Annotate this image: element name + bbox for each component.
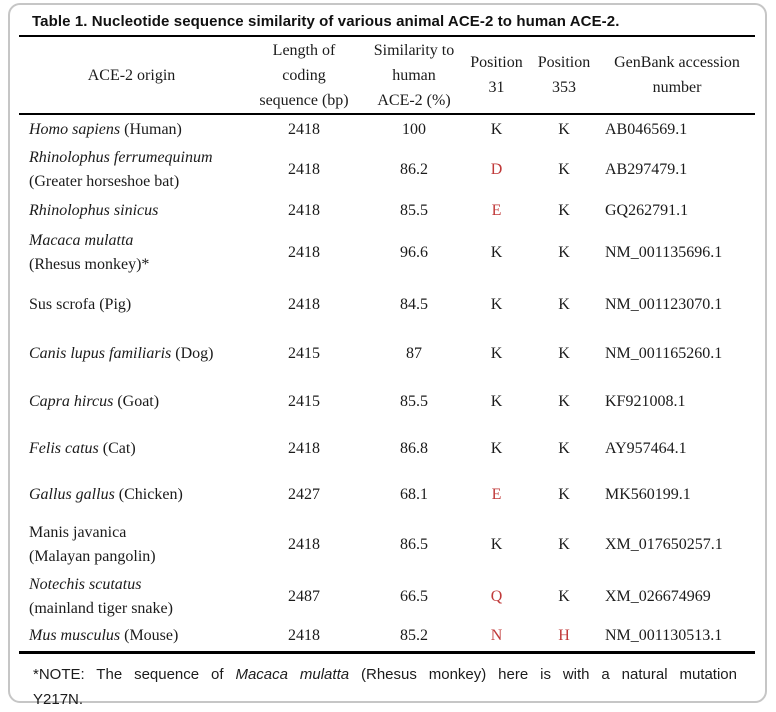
cell-similarity: 84.5: [400, 296, 428, 313]
cell-origin: Notechis scutatus (mainland tiger snake): [29, 576, 173, 617]
cell-accession: MK560199.1: [605, 486, 691, 503]
cell-similarity: 66.5: [400, 588, 428, 605]
cell-similarity: 85.5: [400, 201, 428, 219]
cell-origin: Homo sapiens (Human): [29, 120, 182, 138]
col-header-length: Length of coding sequence (bp): [259, 41, 349, 109]
cell-pos31: K: [490, 244, 503, 261]
cell-length: 2418: [288, 439, 320, 457]
cell-accession: AY957464.1: [605, 439, 687, 457]
cell-pos31: N: [490, 627, 503, 645]
cell-pos31: K: [490, 120, 503, 138]
footnote-line2: Y217N.: [33, 690, 84, 708]
cell-accession: NM_001135696.1: [605, 244, 723, 261]
cell-similarity: 85.2: [400, 627, 428, 645]
cell-length: 2418: [288, 120, 320, 138]
table-row: Rhinolophus sinicus 2418 85.5 E K GQ262791.1: [19, 196, 755, 225]
table-body: Homo sapiens (Human) 2418 100 K K AB046569.1 R…: [19, 114, 755, 652]
table-row: Macaca mulatta (Rhesus monkey)* 2418 96.6 K K…: [19, 225, 755, 281]
col-header-pos31: Position 31: [470, 54, 523, 96]
cell-similarity: 96.6: [400, 244, 428, 261]
cell-origin: Felis catus (Cat): [29, 439, 136, 457]
cell-accession: NM_001130513.1: [605, 627, 723, 645]
footnote: *NOTE: The sequence of Macaca mulatta (R…: [19, 654, 741, 712]
footnote-line1: *NOTE: The sequence of Macaca mulatta (R…: [33, 665, 737, 683]
table-row: Felis catus (Cat) 2418 86.8 K K AY957464.1: [19, 425, 755, 472]
cell-length: 2415: [288, 344, 320, 362]
cell-pos353: K: [558, 244, 570, 261]
table-title: Table 1. Nucleotide sequence similarity …: [32, 13, 620, 30]
cell-pos353: K: [558, 392, 570, 410]
table-row: Notechis scutatus (mainland tiger snake) 2…: [19, 572, 755, 622]
cell-pos353: K: [558, 201, 570, 219]
cell-origin: Canis lupus familiaris (Dog): [29, 344, 214, 362]
table-row: Gallus gallus (Chicken) 2427 68.1 E K MK56019…: [19, 472, 755, 518]
cell-length: 2418: [288, 627, 320, 645]
table-row: Rhinolophus ferrumequinum (Greater horses…: [19, 144, 755, 196]
cell-similarity: 86.5: [400, 536, 428, 553]
cell-origin: Capra hircus (Goat): [29, 392, 160, 410]
table-header: ACE-2 origin Length of coding sequence (bp)…: [19, 36, 755, 114]
cell-accession: NM_001123070.1: [605, 296, 723, 313]
cell-pos353: K: [558, 161, 570, 178]
col-header-similarity: Similarity to human ACE-2 (%): [373, 41, 455, 109]
cell-pos31: K: [490, 344, 503, 362]
cell-pos31: Q: [490, 588, 503, 605]
cell-origin: Rhinolophus ferrumequinum (Greater horses…: [29, 149, 213, 190]
cell-pos353: K: [558, 439, 570, 457]
cell-pos353: H: [558, 627, 570, 645]
cell-pos31: D: [490, 161, 503, 178]
cell-accession: XM_017650257.1: [605, 536, 723, 553]
cell-similarity: 68.1: [400, 486, 428, 503]
cell-pos31: K: [490, 439, 503, 457]
cell-length: 2418: [288, 244, 320, 261]
cell-length: 2415: [288, 392, 320, 410]
cell-pos353: K: [558, 120, 570, 138]
col-header-origin: ACE-2 origin: [87, 66, 176, 84]
cell-similarity: 85.5: [400, 392, 428, 410]
table-row: Mus musculus (Mouse) 2418 85.2 N H NM_0011305…: [19, 622, 755, 652]
cell-pos31: E: [491, 486, 502, 503]
cell-pos31: E: [491, 201, 502, 219]
cell-length: 2418: [288, 161, 320, 178]
cell-accession: AB297479.1: [605, 161, 688, 178]
cell-origin: Macaca mulatta (Rhesus monkey)*: [29, 232, 150, 273]
cell-accession: GQ262791.1: [605, 201, 689, 219]
cell-similarity: 100: [402, 120, 426, 138]
cell-similarity: 87: [406, 344, 422, 362]
cell-pos353: K: [558, 536, 570, 553]
table-card: Table 1. Nucleotide sequence similarity …: [8, 3, 767, 708]
cell-accession: AB046569.1: [605, 120, 688, 138]
header-row: ACE-2 origin Length of coding sequence (bp)…: [19, 36, 755, 114]
cell-pos353: K: [558, 588, 570, 605]
cell-accession: NM_001165260.1: [605, 344, 723, 362]
col-header-pos353: Position 353: [537, 54, 591, 96]
cell-pos353: K: [558, 296, 570, 313]
cell-pos31: K: [490, 392, 503, 410]
table-row: Canis lupus familiaris (Dog) 2415 87 K K NM_0…: [19, 329, 755, 378]
cell-length: 2418: [288, 201, 320, 219]
cell-pos353: K: [558, 486, 570, 503]
cell-origin: Sus scrofa (Pig): [29, 296, 132, 313]
similarity-table: ACE-2 origin Length of coding sequence (bp)…: [19, 35, 755, 654]
cell-pos353: K: [558, 344, 570, 362]
cell-origin: Manis javanica (Malayan pangolin): [29, 524, 156, 565]
table-row: Sus scrofa (Pig) 2418 84.5 K K NM_001123070.1: [19, 281, 755, 329]
cell-similarity: 86.2: [400, 161, 428, 178]
cell-similarity: 86.8: [400, 439, 428, 457]
cell-length: 2418: [288, 536, 320, 553]
cell-origin: Rhinolophus sinicus: [29, 201, 159, 219]
table-row: Manis javanica (Malayan pangolin) 2418 86.5…: [19, 518, 755, 572]
cell-accession: XM_026674969: [605, 588, 711, 605]
col-header-accession: GenBank accession number: [614, 54, 740, 96]
cell-pos31: K: [490, 296, 503, 313]
cell-length: 2427: [288, 486, 320, 503]
cell-length: 2487: [288, 588, 320, 605]
cell-pos31: K: [490, 536, 503, 553]
cell-accession: KF921008.1: [605, 392, 686, 410]
cell-length: 2418: [288, 296, 320, 313]
table-row: Homo sapiens (Human) 2418 100 K K AB046569.1: [19, 114, 755, 144]
cell-origin: Mus musculus (Mouse): [29, 627, 179, 645]
table-row: Capra hircus (Goat) 2415 85.5 K K KF921008.1: [19, 378, 755, 425]
cell-origin: Gallus gallus (Chicken): [29, 486, 183, 503]
